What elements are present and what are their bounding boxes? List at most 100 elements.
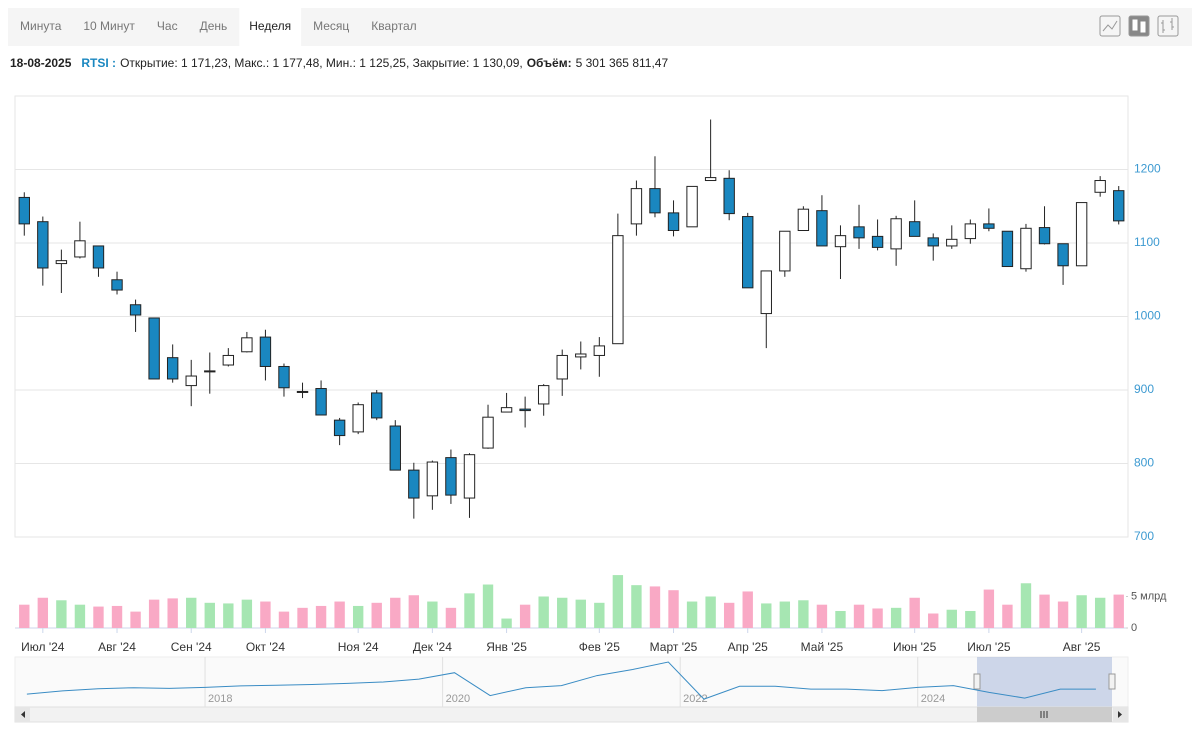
candle-body bbox=[111, 279, 123, 291]
y-tick-label: 1100 bbox=[1134, 235, 1160, 249]
candle-icon[interactable] bbox=[1128, 15, 1150, 37]
tab[interactable]: День bbox=[200, 19, 228, 33]
candle-body bbox=[760, 270, 772, 315]
candle-body bbox=[612, 235, 624, 345]
volume-bar bbox=[148, 599, 160, 628]
info-ticker: RTSI : bbox=[81, 56, 116, 70]
tab[interactable]: Минута bbox=[20, 19, 62, 33]
volume-bar bbox=[742, 591, 753, 628]
candle-body bbox=[445, 457, 457, 496]
volume-tick-label: 0 bbox=[1131, 622, 1137, 634]
volume-bar bbox=[575, 599, 586, 628]
candle-body bbox=[222, 354, 235, 366]
candle-body bbox=[55, 260, 68, 265]
tab[interactable]: Час bbox=[157, 19, 178, 33]
candle-body bbox=[1038, 227, 1051, 245]
x-tick-label: Ноя '24 bbox=[338, 640, 379, 654]
candle-body bbox=[296, 390, 309, 393]
candle-body bbox=[185, 375, 197, 387]
candle-body bbox=[259, 336, 272, 367]
line-icon[interactable] bbox=[1099, 15, 1121, 37]
volume-bar bbox=[909, 597, 920, 628]
scrollbar-grip bbox=[1040, 711, 1048, 718]
scroll-left-arrow bbox=[21, 711, 25, 718]
x-tick-label: Июл '25 bbox=[967, 640, 1011, 654]
candle-body bbox=[908, 221, 921, 237]
volume-bar bbox=[371, 602, 382, 628]
volume-bar bbox=[816, 604, 828, 628]
tab[interactable]: Месяц bbox=[313, 19, 349, 33]
x-tick-label: Сен '24 bbox=[171, 640, 212, 654]
navigator-handle[interactable] bbox=[973, 673, 981, 690]
info-prices: Открытие: 1 171,23, Макс.: 1 177,48, Мин… bbox=[120, 56, 523, 70]
navigator-year-label: 2022 bbox=[683, 693, 707, 705]
candle-body bbox=[482, 416, 494, 449]
volume-bar bbox=[928, 613, 939, 628]
tab[interactable]: Квартал bbox=[371, 19, 416, 33]
volume-bar bbox=[798, 600, 809, 628]
candle-body bbox=[389, 425, 401, 471]
info-date: 18-08-2025 bbox=[10, 56, 72, 70]
candle-body bbox=[946, 238, 958, 247]
volume-bar bbox=[723, 602, 735, 628]
toolbar bbox=[8, 8, 1192, 46]
x-tick-label: Авг '24 bbox=[98, 640, 136, 654]
volume-bar bbox=[390, 597, 401, 628]
volume-bar bbox=[56, 600, 67, 628]
candle-icon-glyph bbox=[1140, 21, 1146, 33]
volume-bar bbox=[93, 606, 104, 628]
volume-bar bbox=[445, 607, 457, 628]
x-tick-label: Май '25 bbox=[801, 640, 844, 654]
volume-bar bbox=[1113, 594, 1124, 628]
line-icon-glyph bbox=[1102, 20, 1118, 32]
candle-body bbox=[18, 196, 30, 225]
volume-bar bbox=[204, 602, 215, 628]
candle-body bbox=[352, 404, 364, 433]
candle-body bbox=[500, 407, 513, 413]
x-tick-label: Авг '25 bbox=[1063, 640, 1101, 654]
volume-bar bbox=[890, 607, 902, 628]
candle-body bbox=[92, 245, 105, 269]
candle-body bbox=[204, 370, 216, 373]
navigator-line bbox=[26, 661, 1096, 700]
x-tick-label: Июл '24 bbox=[21, 640, 65, 654]
volume-bar bbox=[631, 585, 642, 628]
ohlc-icon[interactable] bbox=[1157, 15, 1179, 37]
volume-bar bbox=[223, 603, 234, 628]
volume-bar bbox=[649, 586, 661, 628]
volume-bar bbox=[686, 601, 698, 628]
navigator-year-label: 2024 bbox=[921, 693, 945, 705]
navigator-year-label: 2018 bbox=[208, 693, 232, 705]
volume-bar bbox=[130, 611, 141, 628]
candle-body bbox=[371, 392, 383, 419]
candle-body bbox=[1094, 180, 1106, 193]
candle-body bbox=[630, 188, 643, 225]
candle-body bbox=[834, 235, 847, 248]
volume-bar bbox=[315, 605, 327, 628]
navigator bbox=[14, 656, 1129, 708]
candle-body bbox=[37, 221, 49, 269]
tab[interactable]: Неделя bbox=[249, 19, 291, 33]
tab[interactable]: 10 Минут bbox=[83, 19, 135, 33]
tab-active-bg bbox=[239, 8, 302, 46]
volume-bar bbox=[1039, 594, 1050, 628]
x-tick-label: Дек '24 bbox=[413, 640, 452, 654]
candle-body bbox=[983, 223, 995, 229]
candle-body bbox=[166, 357, 179, 380]
candle-body bbox=[148, 317, 160, 380]
candle-body bbox=[315, 388, 327, 416]
y-tick-label: 900 bbox=[1134, 382, 1154, 396]
candle-body bbox=[278, 365, 290, 389]
candle-body bbox=[723, 177, 735, 215]
candle-body bbox=[463, 454, 476, 499]
volume-bar bbox=[594, 602, 605, 628]
navigator-selection[interactable] bbox=[977, 657, 1112, 707]
candle-body bbox=[556, 354, 568, 380]
volume-bar bbox=[1020, 583, 1032, 628]
volume-bar bbox=[519, 604, 531, 628]
candle-body bbox=[1001, 230, 1014, 268]
navigator-handle[interactable] bbox=[1108, 673, 1116, 690]
candle-body bbox=[333, 419, 346, 437]
volume-bar bbox=[186, 597, 197, 628]
candle-body bbox=[686, 185, 698, 228]
